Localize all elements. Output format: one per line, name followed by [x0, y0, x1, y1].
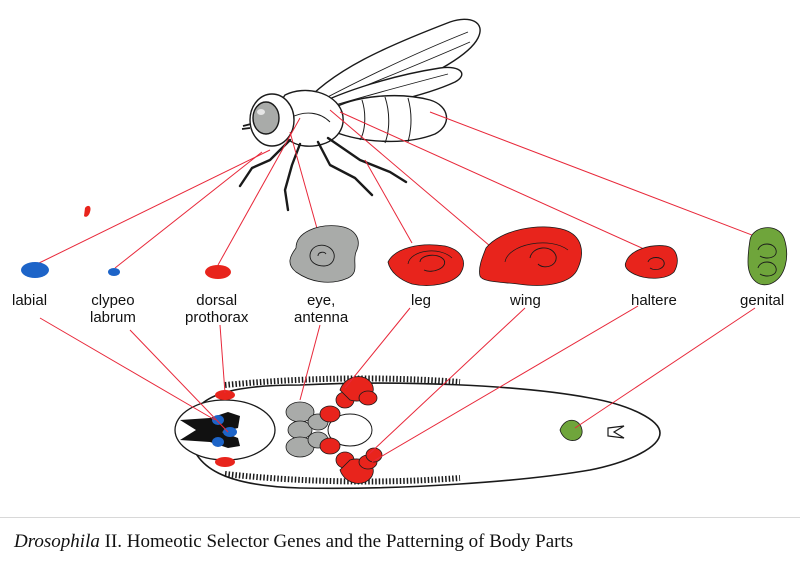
disc-row — [21, 225, 787, 286]
caption-rest: II. Homeotic Selector Genes and the Patt… — [99, 531, 574, 552]
figure-caption: Drosophila II. Homeotic Selector Genes a… — [14, 531, 573, 553]
label-eye-line2: antenna — [294, 309, 349, 326]
eye-antenna-shape — [289, 225, 359, 283]
label-labial: labial — [12, 292, 48, 309]
label-dorsal-line2: prothorax — [185, 309, 249, 326]
label-clypeo-line1: clypeo — [91, 292, 135, 309]
label-dorsal-line1: dorsal — [196, 292, 238, 309]
embryo — [174, 375, 661, 490]
tracheal-tubes — [224, 375, 461, 485]
connector-lines — [34, 109, 766, 463]
fly-eye — [252, 101, 280, 135]
label-wing: wing — [510, 292, 541, 309]
label-clypeo-line2: labrum — [90, 309, 136, 326]
label-genital: genital — [740, 292, 785, 309]
leg-shape — [387, 244, 464, 286]
mouth-hooks — [180, 412, 240, 448]
wing-shape — [479, 226, 582, 286]
leg-wing-haltere-discs — [319, 376, 383, 484]
dorsal-shape — [205, 265, 231, 279]
caption-divider — [0, 517, 800, 518]
eye-antenna-discs — [285, 401, 329, 458]
genital-shape — [747, 227, 787, 286]
label-clypeo-labrum: clypeo labrum — [90, 292, 136, 326]
label-eye-antenna: eye, antenna — [294, 292, 348, 326]
adult-fly — [238, 18, 481, 212]
dorsal-prothorax-disc — [215, 390, 235, 400]
clypeo-shape — [108, 268, 120, 276]
clypeo-labrum-disc — [223, 427, 237, 437]
stray-mark — [84, 205, 91, 217]
caption-italic: Drosophila — [14, 531, 100, 552]
haltere-shape — [624, 245, 678, 279]
labial-shape — [21, 262, 49, 278]
label-leg: leg — [411, 292, 432, 309]
label-eye-line1: eye, — [306, 292, 336, 309]
labial-disc — [212, 415, 224, 425]
fly-legs — [238, 136, 408, 212]
label-dorsal-prothorax: dorsal prothorax — [185, 292, 248, 326]
label-haltere: haltere — [631, 292, 677, 309]
genital-disc — [559, 419, 583, 441]
